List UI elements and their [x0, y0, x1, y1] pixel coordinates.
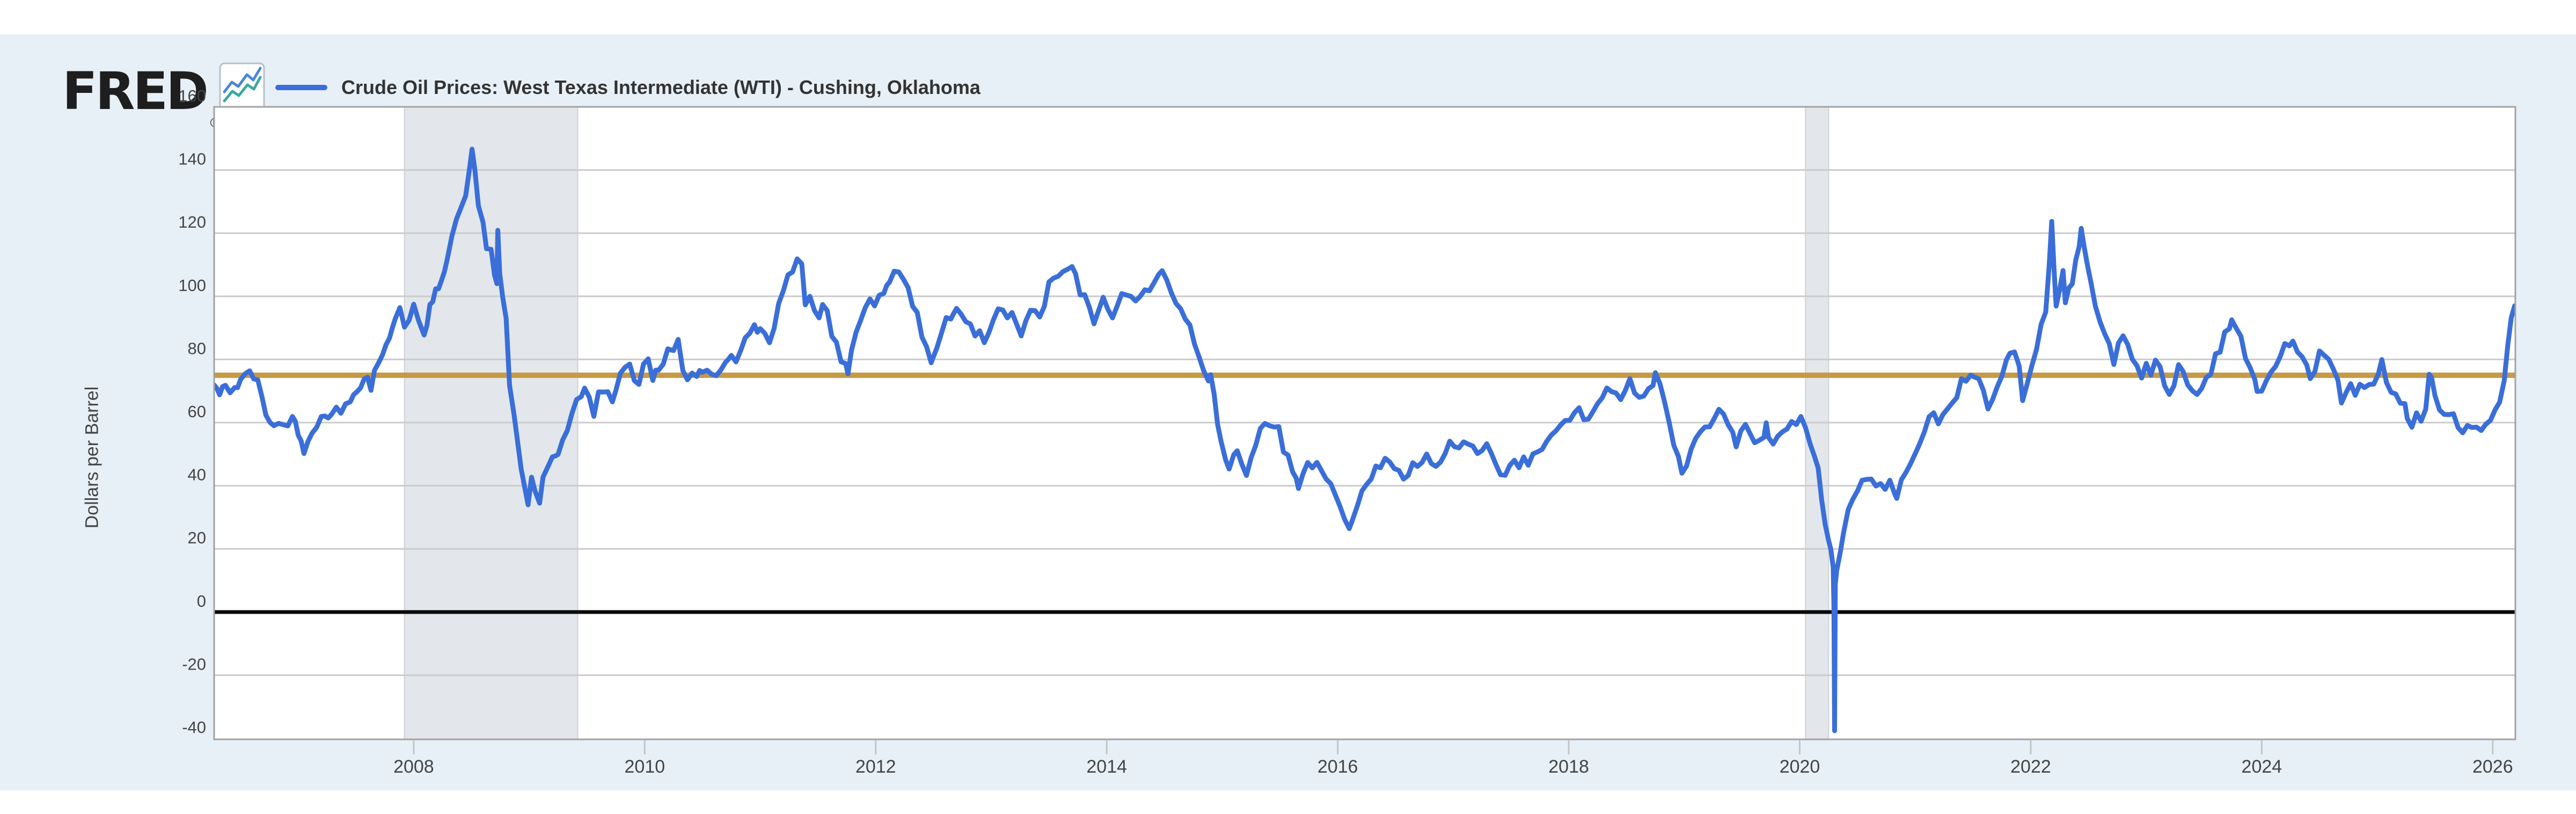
x-tick-label: 2016	[1318, 757, 1358, 777]
y-tick-label: 60	[188, 402, 206, 421]
x-tick-label: 2026	[2472, 757, 2513, 777]
x-tick-label: 2008	[393, 757, 434, 777]
y-tick-label: 160	[178, 86, 206, 105]
y-tick-label: 140	[178, 150, 206, 169]
x-tick-label: 2012	[855, 757, 896, 777]
x-tick-label: 2024	[2242, 757, 2282, 777]
x-tick-label: 2010	[625, 757, 665, 777]
x-tick-label: 2020	[1780, 757, 1820, 777]
price-chart: 160 140 120 100 80 60 40 20 0 -20 -40 2008 2010 2012 2…	[178, 86, 2516, 777]
y-tick-label: 80	[188, 339, 206, 358]
plot-border	[213, 106, 2516, 740]
legend-line-swatch	[275, 85, 327, 90]
y-tick-label: 0	[197, 592, 206, 610]
legend-item[interactable]: Crude Oil Prices: West Texas Intermediat…	[275, 76, 980, 99]
y-tick-label: 120	[178, 213, 206, 231]
y-tick-label: 100	[178, 276, 206, 295]
y-tick-label: -20	[182, 655, 206, 673]
y-tick-label: 40	[188, 466, 206, 484]
chart-panel: FRED® Crude Oil Prices: West Texas Inter…	[0, 34, 2576, 790]
x-tick-label: 2022	[2010, 757, 2051, 777]
y-tick-label: -40	[182, 718, 206, 737]
legend-series-label: Crude Oil Prices: West Texas Intermediat…	[341, 76, 980, 98]
price-line	[214, 147, 2515, 733]
x-tick-label: 2018	[1548, 757, 1589, 777]
y-tick-label: 20	[188, 528, 206, 547]
fred-logo-text: FRED	[62, 61, 209, 121]
x-tick-label: 2014	[1086, 757, 1127, 777]
